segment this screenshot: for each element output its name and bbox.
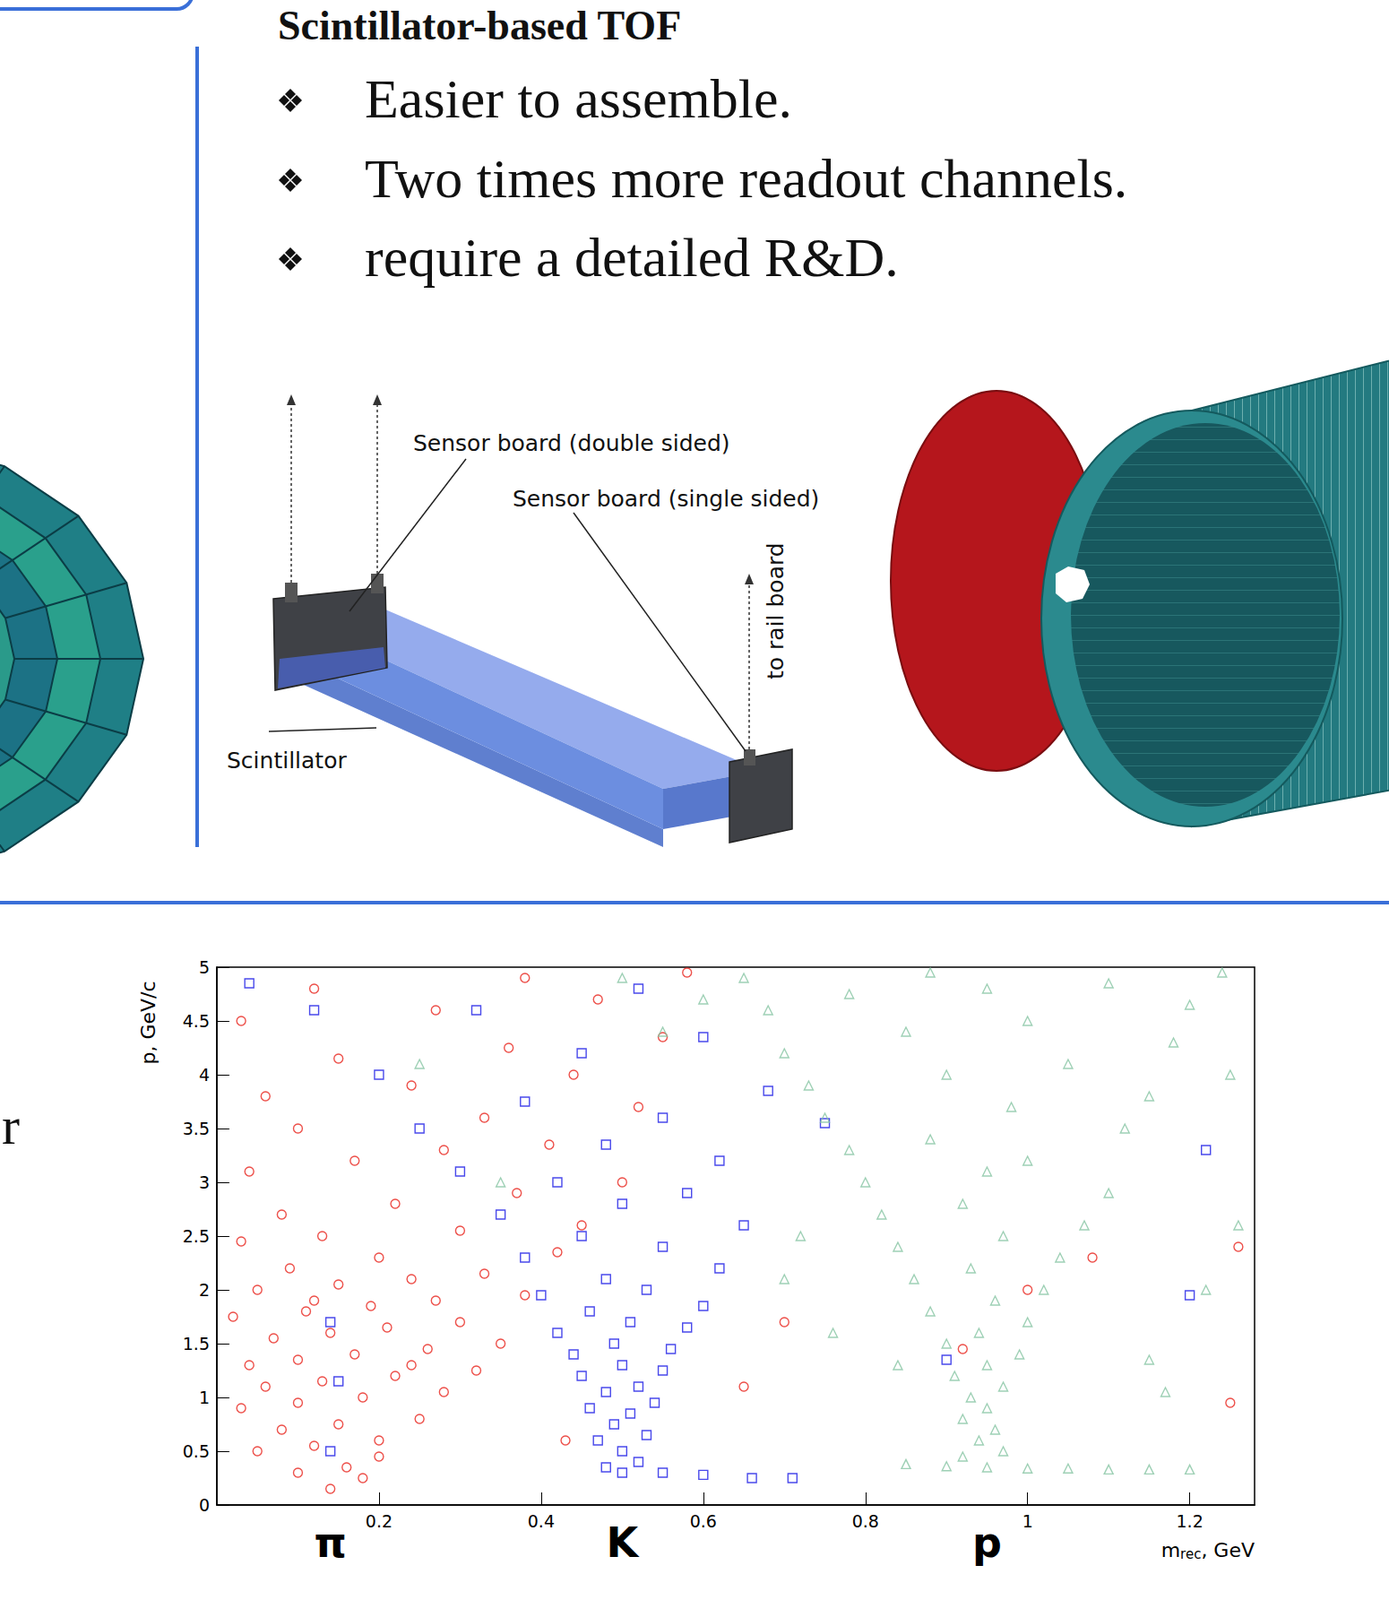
svg-text:4.5: 4.5 [182,1010,210,1031]
svg-text:1.2: 1.2 [1176,1510,1204,1531]
svg-text:to rail board: to rail board [762,542,789,680]
svg-text:1: 1 [198,1387,210,1407]
svg-text:5: 5 [198,957,210,977]
svg-text:3.5: 3.5 [182,1118,210,1139]
svg-text:m: m [1161,1538,1181,1562]
svg-text:Scintillator: Scintillator [226,747,347,774]
html-text:Scintillator-based TOF: Scintillator-based TOF [277,2,682,49]
svg-text:Sensor board (double sided): Sensor board (double sided) [413,430,731,457]
svg-text:2: 2 [198,1279,210,1300]
html-text:require a detailed R&D.: require a detailed R&D. [364,226,899,288]
svg-text:1: 1 [1022,1510,1034,1531]
svg-text:3: 3 [198,1172,210,1192]
svg-text:0.6: 0.6 [690,1510,717,1531]
svg-text:p: p [972,1518,1002,1567]
svg-text:1.5: 1.5 [182,1333,210,1354]
svg-text:0.5: 0.5 [182,1440,210,1461]
svg-text:π: π [313,1518,346,1567]
html-text:Easier to assemble.: Easier to assemble. [364,68,793,130]
svg-text:2.5: 2.5 [182,1225,210,1246]
svg-text:, GeV: , GeV [1200,1538,1255,1562]
svg-text:0.8: 0.8 [852,1510,880,1531]
svg-text:p, GeV/c: p, GeV/c [137,980,160,1064]
svg-text:K: K [606,1518,641,1567]
svg-text:4: 4 [198,1064,210,1085]
svg-text:0: 0 [198,1494,210,1515]
svg-text:0.4: 0.4 [527,1510,555,1531]
html-text:r: r [1,1095,20,1156]
svg-text:Sensor board (single sided): Sensor board (single sided) [512,485,820,512]
svg-text:rec: rec [1180,1545,1201,1562]
svg-text:0.2: 0.2 [365,1510,393,1531]
html-text:Two times more readout channel: Two times more readout channels. [364,147,1128,209]
